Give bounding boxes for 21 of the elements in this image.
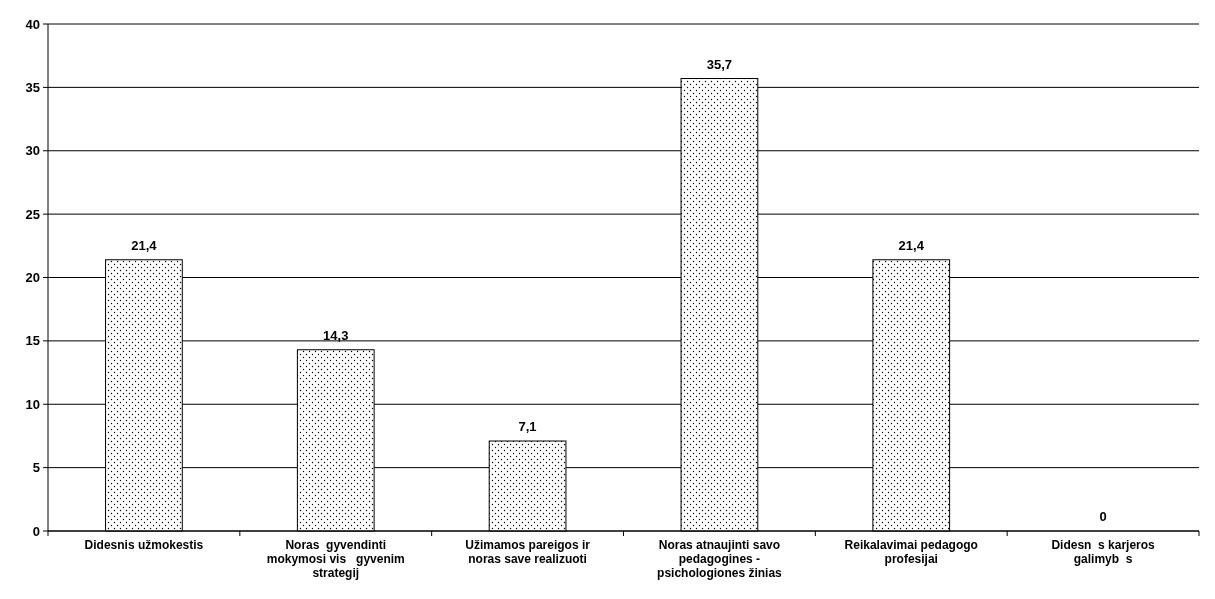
data-label: 21,4 — [131, 237, 158, 253]
x-tick-label: Užimamos pareigos ir noras save realizuoti — [465, 538, 591, 566]
data-label: 14,3 — [323, 327, 349, 343]
y-tick-label: 35 — [25, 79, 40, 95]
y-tick-label: 40 — [25, 16, 40, 32]
x-tick-label: Noras gyvendinti mokymosi vis gyvenim strategij — [266, 538, 405, 580]
x-tick-label: Didesnis užmokestis — [84, 538, 204, 552]
y-tick-label: 10 — [25, 396, 40, 412]
data-label: 21,4 — [898, 237, 925, 253]
y-tick-label: 25 — [25, 206, 40, 222]
data-label: 35,7 — [706, 56, 733, 72]
data-label: 7,1 — [518, 419, 537, 435]
y-tick-label: 15 — [25, 333, 40, 349]
y-tick-label: 5 — [32, 460, 40, 476]
x-tick-label: Noras atnaujinti savo pedagogines - psichologiones žinias — [657, 538, 783, 580]
y-tick-label: 0 — [32, 523, 40, 539]
x-tick-label: Reikalavimai pedagogo profesijai — [844, 538, 978, 566]
data-label: 0 — [1099, 509, 1107, 524]
x-tick-label: Didesn s karjeros galimyb s — [1051, 538, 1156, 566]
y-tick-label: 20 — [25, 270, 40, 286]
y-tick-label: 30 — [25, 143, 40, 159]
